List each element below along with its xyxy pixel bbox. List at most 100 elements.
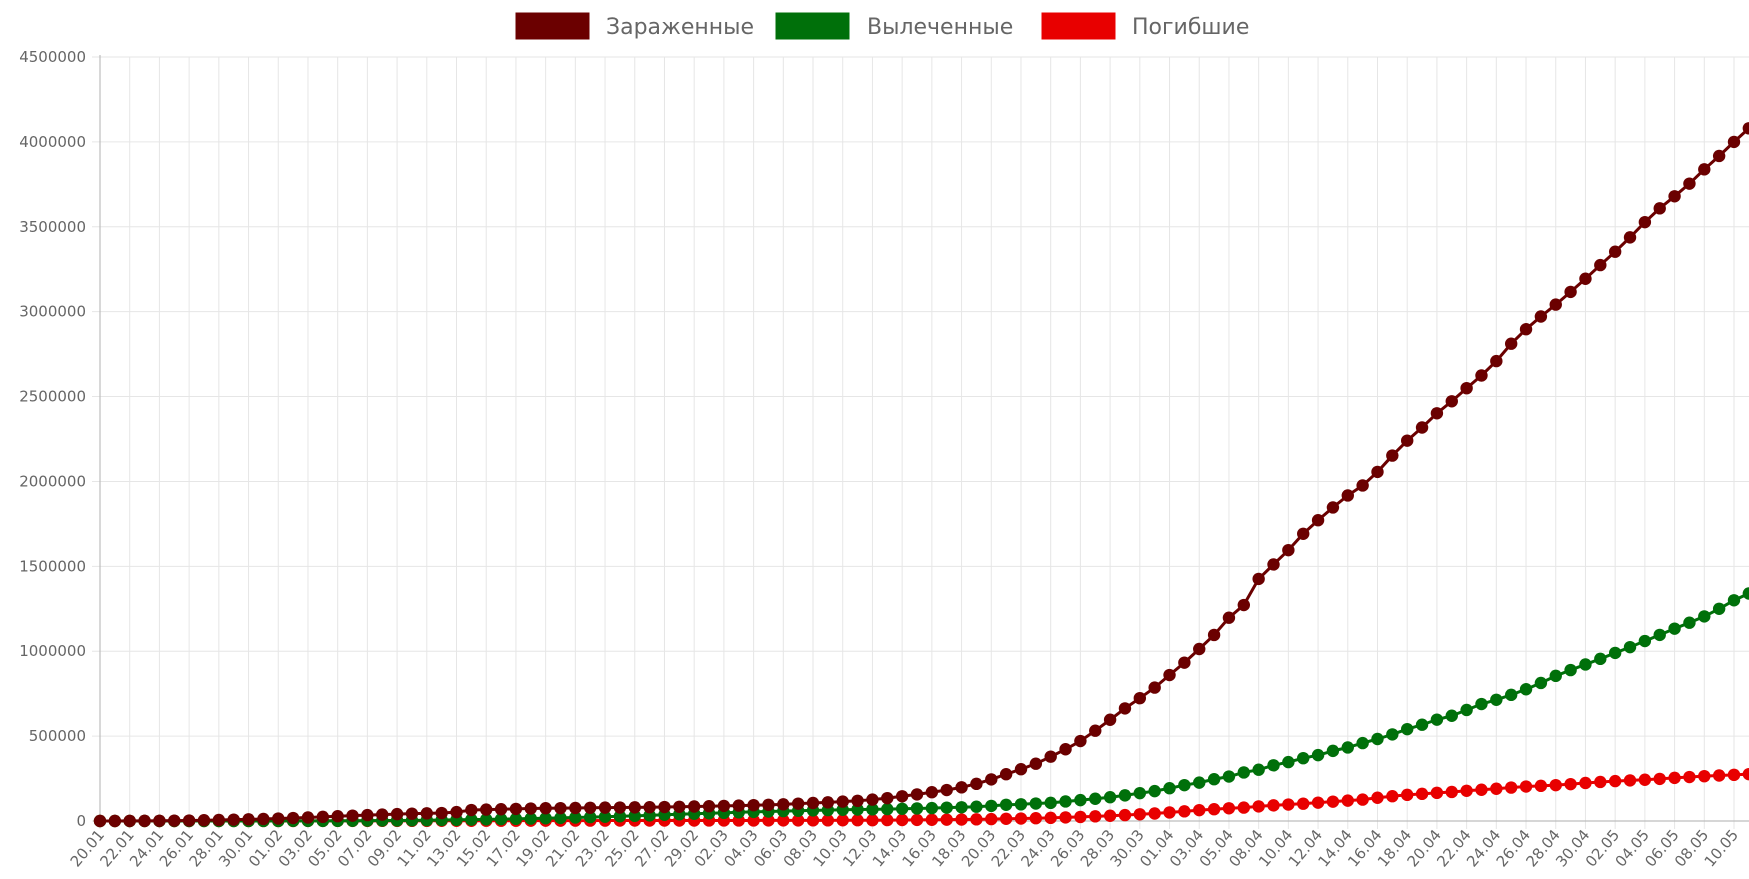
data-point-recovered[interactable]	[1133, 786, 1147, 800]
data-point-infected[interactable]	[301, 811, 315, 824]
data-point-infected[interactable]	[138, 814, 151, 828]
data-point-infected[interactable]	[1222, 611, 1236, 624]
data-point-recovered[interactable]	[569, 811, 582, 824]
data-point-deaths[interactable]	[1178, 805, 1191, 818]
data-point-deaths[interactable]	[970, 813, 983, 826]
data-point-infected[interactable]	[1178, 656, 1191, 669]
data-point-infected[interactable]	[1698, 163, 1711, 176]
data-point-infected[interactable]	[702, 800, 716, 813]
data-point-deaths[interactable]	[1727, 768, 1741, 782]
data-point-recovered[interactable]	[925, 801, 939, 815]
data-point-recovered[interactable]	[1430, 713, 1444, 726]
data-point-infected[interactable]	[1118, 702, 1132, 715]
legend-swatch-deaths[interactable]	[1040, 11, 1117, 41]
data-point-infected[interactable]	[1475, 369, 1488, 382]
data-point-infected[interactable]	[286, 811, 300, 825]
data-point-infected[interactable]	[1564, 285, 1577, 299]
data-point-infected[interactable]	[940, 783, 953, 797]
data-point-deaths[interactable]	[1341, 794, 1354, 807]
data-point-recovered[interactable]	[1282, 755, 1295, 769]
data-point-infected[interactable]	[999, 768, 1013, 781]
data-point-deaths[interactable]	[940, 813, 953, 826]
data-point-infected[interactable]	[1282, 543, 1295, 557]
legend-swatch-recovered[interactable]	[774, 11, 851, 41]
data-point-infected[interactable]	[717, 799, 731, 813]
data-point-infected[interactable]	[1252, 572, 1265, 586]
data-point-infected[interactable]	[1074, 734, 1087, 748]
data-point-deaths[interactable]	[1579, 776, 1592, 790]
data-point-infected[interactable]	[1356, 479, 1369, 492]
data-point-recovered[interactable]	[584, 810, 597, 824]
data-point-recovered[interactable]	[1074, 793, 1087, 807]
data-point-recovered[interactable]	[970, 800, 983, 813]
data-point-recovered[interactable]	[1059, 795, 1072, 808]
data-point-recovered[interactable]	[999, 798, 1013, 811]
data-point-infected[interactable]	[1103, 713, 1117, 726]
data-point-recovered[interactable]	[910, 802, 924, 815]
data-point-deaths[interactable]	[1044, 811, 1057, 825]
data-point-deaths[interactable]	[1267, 799, 1280, 812]
data-point-recovered[interactable]	[1445, 709, 1458, 722]
legend-label-infected[interactable]: Зараженные	[606, 15, 754, 40]
data-point-deaths[interactable]	[1608, 774, 1622, 788]
data-point-deaths[interactable]	[881, 813, 894, 827]
data-point-recovered[interactable]	[1608, 646, 1622, 660]
data-point-infected[interactable]	[405, 807, 419, 820]
data-point-infected[interactable]	[1519, 322, 1533, 336]
data-point-infected[interactable]	[747, 798, 760, 812]
data-point-deaths[interactable]	[866, 813, 879, 827]
data-point-infected[interactable]	[1014, 763, 1028, 776]
data-point-deaths[interactable]	[1148, 807, 1161, 820]
data-point-deaths[interactable]	[1445, 785, 1458, 799]
data-point-recovered[interactable]	[1519, 683, 1533, 696]
data-point-recovered[interactable]	[1579, 658, 1592, 671]
data-point-recovered[interactable]	[1371, 732, 1384, 746]
data-point-deaths[interactable]	[821, 814, 835, 827]
data-point-recovered[interactable]	[1267, 759, 1280, 772]
data-point-deaths[interactable]	[1311, 796, 1325, 809]
data-point-infected[interactable]	[1059, 743, 1072, 756]
data-point-recovered[interactable]	[539, 812, 552, 825]
data-point-deaths[interactable]	[1490, 782, 1503, 795]
data-point-deaths[interactable]	[1237, 801, 1251, 814]
data-point-infected[interactable]	[554, 801, 567, 815]
data-point-recovered[interactable]	[1638, 634, 1652, 648]
data-point-recovered[interactable]	[1356, 736, 1369, 750]
data-point-deaths[interactable]	[1475, 783, 1488, 796]
data-point-recovered[interactable]	[1029, 797, 1043, 810]
data-point-recovered[interactable]	[509, 812, 523, 826]
data-point-infected[interactable]	[628, 801, 641, 814]
data-point-infected[interactable]	[331, 809, 344, 823]
data-point-recovered[interactable]	[598, 810, 612, 823]
data-point-deaths[interactable]	[1742, 767, 1749, 781]
data-point-recovered[interactable]	[1311, 748, 1325, 762]
data-point-infected[interactable]	[1504, 337, 1518, 350]
data-point-infected[interactable]	[643, 801, 656, 814]
data-point-infected[interactable]	[212, 813, 226, 827]
data-point-deaths[interactable]	[1014, 812, 1028, 825]
data-point-infected[interactable]	[242, 813, 255, 826]
data-point-infected[interactable]	[1742, 122, 1749, 135]
data-point-infected[interactable]	[821, 796, 835, 809]
data-point-infected[interactable]	[227, 813, 240, 826]
data-point-recovered[interactable]	[1237, 766, 1251, 779]
data-point-recovered[interactable]	[1341, 741, 1354, 754]
data-point-recovered[interactable]	[1698, 610, 1711, 623]
data-point-recovered[interactable]	[613, 810, 627, 823]
data-point-infected[interactable]	[346, 809, 359, 822]
data-point-infected[interactable]	[658, 800, 671, 814]
data-point-infected[interactable]	[584, 801, 597, 814]
data-point-infected[interactable]	[1163, 668, 1176, 682]
data-point-infected[interactable]	[1712, 149, 1726, 163]
data-point-deaths[interactable]	[1089, 810, 1102, 823]
data-point-infected[interactable]	[1148, 681, 1161, 694]
data-point-infected[interactable]	[168, 814, 181, 827]
data-point-infected[interactable]	[108, 814, 122, 828]
data-point-recovered[interactable]	[881, 802, 894, 816]
data-point-recovered[interactable]	[1401, 722, 1414, 736]
data-point-recovered[interactable]	[985, 799, 998, 813]
data-point-infected[interactable]	[925, 786, 939, 799]
data-point-deaths[interactable]	[1252, 800, 1265, 813]
data-point-deaths[interactable]	[1282, 798, 1295, 811]
data-point-deaths[interactable]	[925, 813, 939, 826]
